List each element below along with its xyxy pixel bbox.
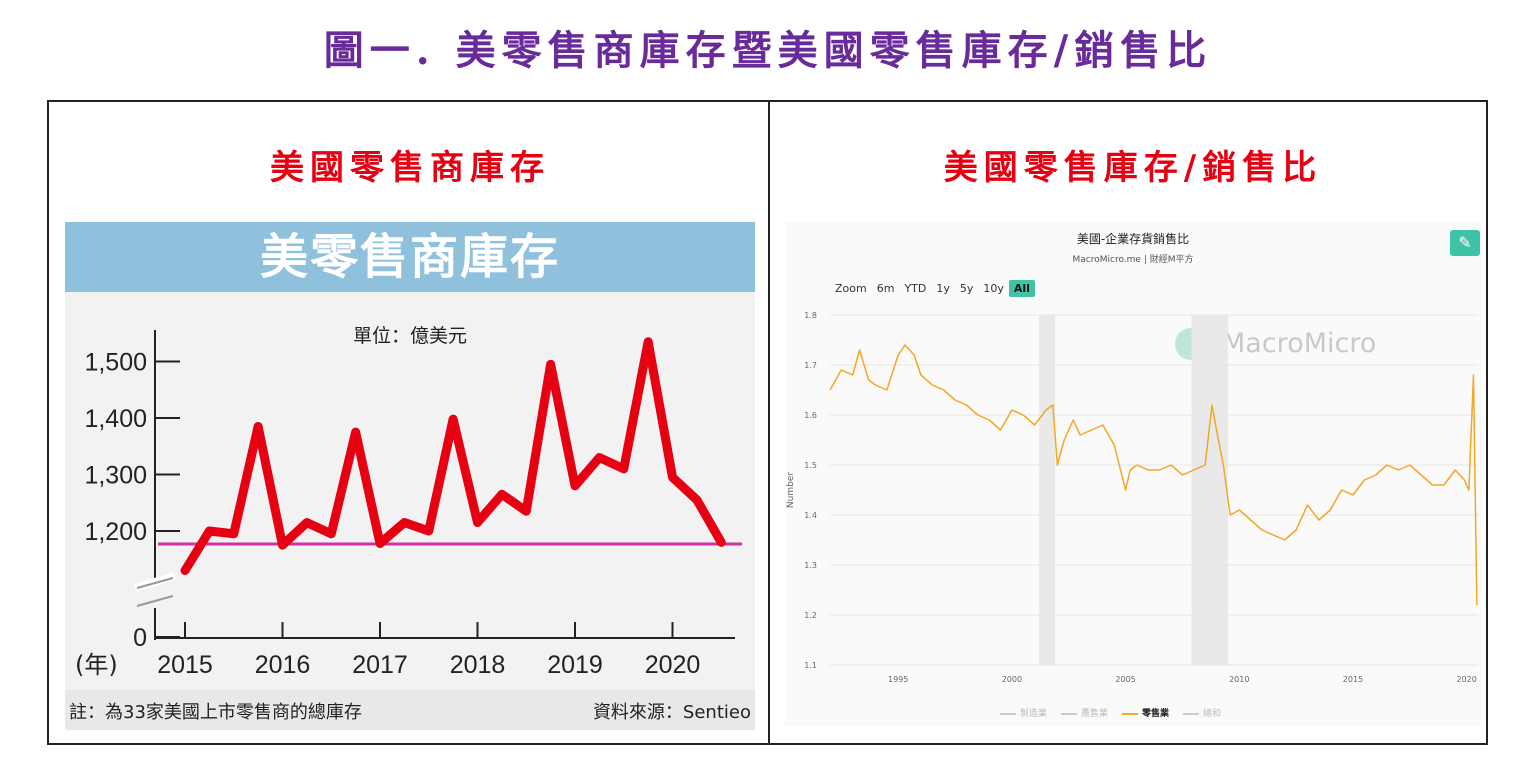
right-chart-panel	[785, 222, 1481, 726]
right-panel-title: 美國零售庫存/銷售比	[943, 148, 1323, 188]
x-tick-label: 2015	[1343, 675, 1363, 684]
x-tick-label: 2020	[645, 651, 701, 679]
retail-ratio-line	[829, 344, 1478, 606]
zoom-selector: Zoom 6m YTD 1y 5y 10y All	[830, 280, 1035, 297]
recession-band	[1039, 315, 1056, 665]
zoom-1y[interactable]: 1y	[936, 282, 950, 295]
x-tick-label: 1995	[888, 675, 908, 684]
left-panel-title: 美國零售商庫存	[270, 148, 550, 188]
macromicro-watermark: MacroMicro	[1222, 328, 1377, 359]
left-chart-note: 註：為33家美國上市零售商的總庫存	[69, 702, 362, 723]
y-tick-label: 1.6	[804, 411, 817, 420]
y-tick-label: 1.4	[804, 511, 817, 520]
legend-item-manufacturing[interactable]: 製造業	[1000, 706, 1047, 719]
x-tick-label: 2018	[450, 651, 506, 679]
x-tick-label: 2015	[157, 651, 213, 679]
y-tick-label: 1.5	[804, 461, 817, 470]
x-tick-label: 2010	[1229, 675, 1249, 684]
recession-band	[1191, 315, 1228, 665]
page-title: 圖一. 美零售商庫存暨美國零售庫存/銷售比	[323, 27, 1213, 74]
y-axis-label: Number	[786, 472, 796, 508]
zoom-6m[interactable]: 6m	[876, 282, 895, 295]
left-chart-banner: 美零售商庫存	[65, 222, 755, 292]
left-chart-unit: 單位：億美元	[353, 325, 467, 347]
y-tick-label: 1,400	[84, 405, 147, 433]
left-chart-footer: 註：為33家美國上市零售商的總庫存 資料來源：Sentieo	[65, 690, 755, 730]
x-axis-unit-label: (年)	[75, 651, 118, 679]
axis-break-mark	[136, 577, 174, 589]
x-tick-label: 2019	[547, 651, 603, 679]
x-tick-label: 2000	[1002, 675, 1022, 684]
legend-item-total[interactable]: 總和	[1183, 706, 1221, 719]
y-tick-label: 1.1	[804, 661, 817, 670]
right-chart-subtitle: MacroMicro.me | 財經M平方	[1072, 255, 1194, 265]
left-chart-source: 資料來源：Sentieo	[592, 702, 751, 723]
right-chart-legend: 製造業 躉售業 零售業 總和	[1000, 706, 1221, 719]
right-chart-title: 美國-企業存貨銷售比	[1076, 232, 1190, 246]
y-tick-label: 1,500	[84, 349, 147, 377]
legend-item-retail[interactable]: 零售業	[1122, 706, 1169, 719]
pencil-icon[interactable]: ✎	[1450, 230, 1480, 256]
y-tick-label: 1,200	[84, 518, 147, 546]
inventory-series-line	[180, 337, 726, 576]
x-tick-label: 2017	[352, 651, 408, 679]
y-tick-label: 1,300	[84, 462, 147, 490]
panel-divider	[768, 100, 770, 745]
y-tick-label: 1.7	[804, 361, 817, 370]
y-tick-label: 0	[133, 624, 147, 652]
y-tick-label: 1.3	[804, 561, 817, 570]
zoom-5y[interactable]: 5y	[959, 282, 974, 295]
zoom-10y[interactable]: 10y	[983, 282, 1004, 295]
x-tick-label: 2020	[1456, 675, 1476, 684]
zoom-label: Zoom	[835, 282, 867, 295]
y-tick-label: 1.2	[804, 611, 817, 620]
axis-break-mark	[136, 595, 174, 607]
x-tick-label: 2005	[1115, 675, 1135, 684]
zoom-all[interactable]: All	[1008, 280, 1035, 297]
zoom-ytd[interactable]: YTD	[904, 282, 927, 295]
legend-item-wholesale[interactable]: 躉售業	[1061, 706, 1108, 719]
figure-frame	[47, 100, 1488, 745]
x-tick-label: 2016	[255, 651, 311, 679]
y-tick-label: 1.8	[804, 311, 817, 320]
